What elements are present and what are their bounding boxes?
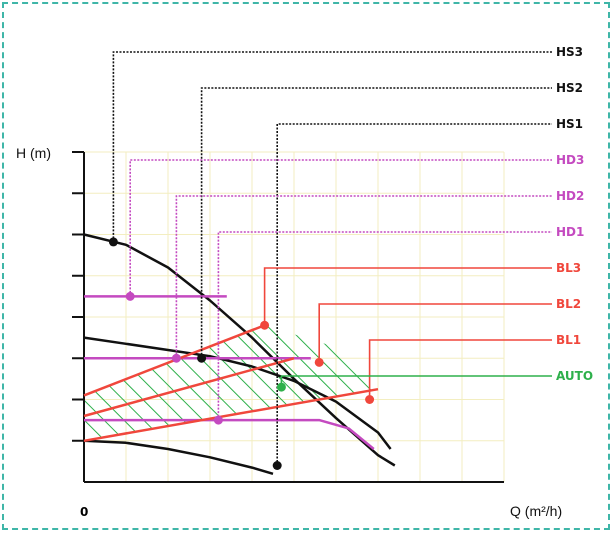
label-bl2: BL2 [556,297,581,311]
label-hd3: HD3 [556,153,584,167]
leader-hd3 [129,159,552,297]
series-hs2-line [83,336,392,450]
x-tick-label-0: 0 [80,505,88,519]
marker-bl1 [365,395,375,404]
label-bl1: BL1 [556,333,581,347]
series-bl2-line [83,357,295,418]
marker-hd1 [213,415,223,425]
marker-hd3 [125,291,135,301]
label-leaders: HS3 HS2 HS1 HD3 HD2 HD1 BL3 BL2 BL1 AUTO [112,45,593,466]
label-hs2: HS2 [556,81,583,95]
x-axis-title: Q (m²/h) [510,503,562,519]
series-bl1-line [83,387,379,443]
label-hd2: HD2 [556,189,584,203]
label-auto: AUTO [556,369,593,383]
series-hs3-line [83,233,396,467]
leader-bl1 [368,339,552,400]
marker-points [108,237,375,470]
label-hs1: HS1 [556,117,583,131]
chart-frame: H (m) Q (m²/h) 0 HS3 HS2 HS1 HD3 HD2 HD1 BL3 BL… [2,2,610,530]
label-hs3: HS3 [556,45,583,59]
leader-hd2 [175,195,552,359]
leader-hs3 [112,51,552,242]
y-axis-title: H (m) [16,145,51,161]
leader-bl3 [263,267,552,326]
marker-hs3 [108,237,118,247]
leader-hs2 [200,87,552,359]
grid [84,151,505,482]
auto-hatched-region [84,325,378,441]
axes: H (m) Q (m²/h) 0 [16,145,562,519]
marker-bl3 [260,320,270,330]
pump-curve-chart: H (m) Q (m²/h) 0 HS3 HS2 HS1 HD3 HD2 HD1 BL3 BL… [16,45,593,519]
marker-bl2 [314,357,324,367]
series-hs1-line [83,439,274,475]
leader-bl2 [318,303,552,363]
label-bl3: BL3 [556,261,581,275]
leader-hd1 [217,231,552,421]
marker-hs2 [197,353,207,363]
marker-hd2 [171,353,181,363]
auto-region-polygon [84,325,378,441]
marker-auto [276,382,286,392]
label-hd1: HD1 [556,225,584,239]
marker-hs1 [272,461,282,470]
leader-hs1 [276,123,552,466]
